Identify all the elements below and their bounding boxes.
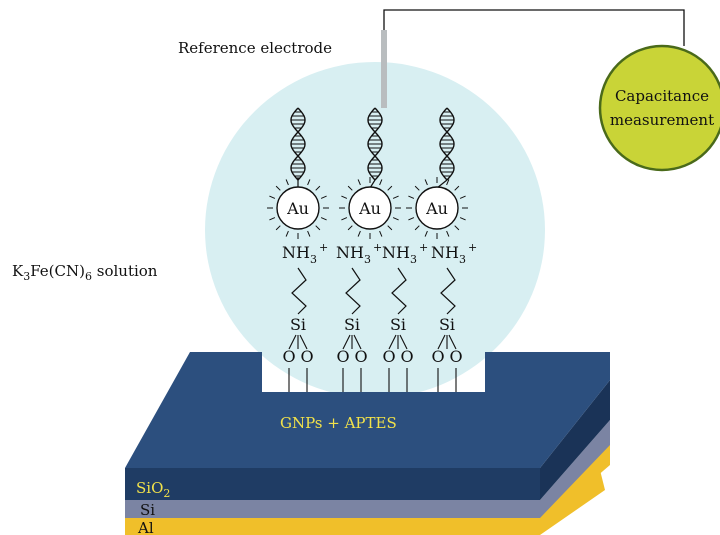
au-hatch [341,217,348,221]
reference-electrode-rod [381,30,387,108]
surface-label: GNPs + APTES [280,414,397,432]
au-hatch [387,185,393,191]
oxygen-label: O [282,347,295,366]
oxygen-label: O [354,347,367,366]
solution-droplet [205,62,545,398]
oxygen-label: O [400,347,413,366]
si-o-bond [288,334,297,350]
oxygen-label: O [449,347,462,366]
gold-nanoparticle [267,177,329,239]
au-label: Au [425,199,448,218]
au-hatch [357,179,361,186]
capacitance-meter [598,44,720,172]
au-hatch [320,195,327,199]
si-layer [125,500,540,518]
al-label: Al [137,519,154,535]
silicon-label: Si [390,315,406,334]
au-hatch [446,179,450,186]
au-particle [276,186,320,230]
au-hatch [459,217,466,221]
amine-label: NH3+ [431,241,477,266]
au-hatch [307,230,311,237]
au-hatch [459,195,466,199]
propyl-chain [391,267,407,315]
al-layer [125,470,605,535]
si-o-bond [342,334,351,350]
sio2-front-face [125,468,540,500]
au-hatch [454,225,460,231]
au-hatch [357,230,361,237]
au-hatch [379,230,383,237]
au-hatch [347,225,353,231]
au-label: Au [358,199,381,218]
au-hatch [275,185,281,191]
dna-strand [290,107,306,188]
silicon-label: Si [344,315,360,334]
amine-label: NH3+ [382,241,428,266]
au-hatch [446,230,450,237]
silicon-label: Si [290,315,306,334]
au-hatch [320,217,327,221]
oxygen-label: O [431,347,444,366]
propyl-chain [291,267,307,315]
au-hatch [285,179,289,186]
au-hatch [408,217,415,221]
au-hatch [315,225,321,231]
si-o-bond [437,334,446,350]
au-hatch [315,185,321,191]
silicon-label: Si [439,315,455,334]
si-o-bond [448,334,457,350]
au-hatch [392,217,399,221]
au-label: Au [286,199,309,218]
si-label: Si [140,501,155,519]
si-o-bond [388,334,397,350]
au-hatch [347,185,353,191]
measurement-wire [383,9,685,46]
oxygen-label: O [382,347,395,366]
si-o-bond [299,334,308,350]
dna-strand [436,107,455,189]
au-hatch [392,195,399,199]
capacitance-label-line1: Capacitance [615,87,709,105]
sio2-top-surface [125,352,610,468]
propyl-chain [440,267,456,315]
sio2-side-face [540,380,610,500]
au-particle [415,186,459,230]
au-hatch [387,225,393,231]
au-hatch [424,179,428,186]
amine-label: NH3+ [282,241,328,266]
oxygen-label: O [300,347,313,366]
au-hatch [341,195,348,199]
au-hatch [307,179,311,186]
au-hatch [414,225,420,231]
au-hatch [275,225,281,231]
au-hatch [269,195,276,199]
au-hatch [408,195,415,199]
au-hatch [285,230,289,237]
gold-nanoparticle [339,177,401,239]
sio2-label: SiO2 [136,479,170,500]
solution-label: K3Fe(CN)6 solution [12,262,158,283]
propyl-chain [345,267,361,315]
amine-label: NH3+ [336,241,382,266]
reference-electrode-label: Reference electrode [178,39,332,57]
capacitance-label-line2: measurement [610,111,714,129]
si-o-bond [399,334,408,350]
oxygen-label: O [336,347,349,366]
gold-nanoparticle [406,177,468,239]
au-particle [348,186,392,230]
au-hatch [424,230,428,237]
au-hatch [454,185,460,191]
si-o-bond [353,334,362,350]
au-hatch [414,185,420,191]
au-hatch [269,217,276,221]
si-layer-side [540,420,610,518]
au-hatch [379,179,383,186]
